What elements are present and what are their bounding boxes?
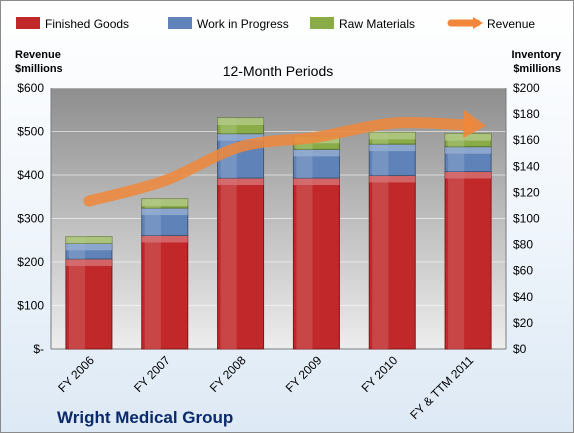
bar-raw-materials-1 <box>141 198 189 209</box>
bar-finished-goods-cap-4 <box>369 175 416 183</box>
bar-raw-materials-cap-4 <box>369 132 416 140</box>
bar-finished-goods-highlight-4 <box>372 175 389 349</box>
bar-raw-materials-4 <box>368 131 416 145</box>
bar-work-in-progress-cap-1 <box>141 208 188 216</box>
left-tick-label-3: $300 <box>17 212 44 226</box>
legend-item-work-in-progress: Work in Progress <box>168 17 289 31</box>
x-tick-label-2: FY 2008 <box>207 353 249 395</box>
legend: Finished Goods Work in Progress Raw Mate… <box>16 17 535 31</box>
bar-finished-goods-4 <box>368 174 416 350</box>
bar-finished-goods-5 <box>444 171 492 350</box>
right-tick-label-10: $200 <box>513 81 540 95</box>
bar-work-in-progress-cap-5 <box>445 146 492 154</box>
right-tick-label-0: $0 <box>513 342 527 356</box>
bar-raw-materials-cap-0 <box>65 236 112 244</box>
bar-finished-goods-0 <box>65 258 113 350</box>
legend-item-raw-materials: Raw Materials <box>310 17 415 31</box>
legend-label-revenue: Revenue <box>487 17 535 31</box>
bar-finished-goods-1 <box>141 234 189 350</box>
gridlines <box>50 87 507 350</box>
legend-item-finished-goods: Finished Goods <box>16 17 129 31</box>
right-tick-label-4: $80 <box>513 238 533 252</box>
bar-work-in-progress-cap-2 <box>217 133 264 141</box>
legend-label-finished-goods: Finished Goods <box>45 17 129 31</box>
bar-raw-materials-cap-1 <box>141 198 188 206</box>
left-tick-label-5: $500 <box>17 125 44 139</box>
bar-finished-goods-cap-1 <box>141 235 188 243</box>
right-tick-label-9: $180 <box>513 107 540 121</box>
right-tick-label-6: $120 <box>513 185 540 199</box>
legend-swatch-finished-goods <box>16 17 40 29</box>
right-tick-label-1: $20 <box>513 316 533 330</box>
bar-finished-goods-3 <box>292 177 340 350</box>
left-tick-label-2: $200 <box>17 255 44 269</box>
right-tick-label-7: $140 <box>513 159 540 173</box>
bar-finished-goods-highlight-2 <box>220 178 237 349</box>
legend-item-revenue: Revenue <box>447 17 535 31</box>
revenue-line <box>83 109 487 207</box>
bar-finished-goods-cap-2 <box>217 178 264 186</box>
left-axis-title-line2: $millions <box>15 63 63 75</box>
bar-raw-materials-5 <box>444 133 492 148</box>
right-tick-label-8: $160 <box>513 133 540 147</box>
x-tick-label-1: FY 2007 <box>131 353 173 395</box>
bar-work-in-progress-1 <box>141 207 189 236</box>
revenue-line-arrowhead <box>463 109 487 138</box>
left-tick-label-4: $400 <box>17 168 44 182</box>
right-axis-title-line2: $millions <box>513 63 561 75</box>
bar-work-in-progress-5 <box>444 146 492 173</box>
left-tick-label-6: $600 <box>17 81 44 95</box>
x-tick-label-3: FY 2009 <box>283 353 325 395</box>
bar-work-in-progress-cap-4 <box>369 144 416 152</box>
x-tick-label-5: FY & TTM 2011 <box>407 353 476 422</box>
bar-work-in-progress-0 <box>65 242 113 260</box>
bar-finished-goods-2 <box>217 177 265 350</box>
legend-swatch-work-in-progress <box>168 17 192 29</box>
x-tick-label-0: FY 2006 <box>55 353 97 395</box>
bar-work-in-progress-highlight-4 <box>372 144 389 176</box>
bar-work-in-progress-4 <box>368 143 416 176</box>
revenue-line-path <box>83 117 474 207</box>
bar-raw-materials-0 <box>65 236 113 244</box>
chart-subtitle: 12-Month Periods <box>223 63 334 79</box>
left-tick-label-0: $- <box>33 342 44 356</box>
left-axis-title-line1: Revenue <box>15 49 61 61</box>
right-tick-label-2: $40 <box>513 290 533 304</box>
legend-label-work-in-progress: Work in Progress <box>197 17 289 31</box>
bar-finished-goods-cap-5 <box>445 171 492 179</box>
bar-raw-materials-cap-5 <box>445 133 492 141</box>
left-tick-label-1: $100 <box>17 299 44 313</box>
bar-work-in-progress-highlight-3 <box>296 149 313 179</box>
right-axis-ticks: $0 $20 $40 $60 $80 $100 $120 $140 $160 $180 $200 <box>513 81 540 356</box>
bar-work-in-progress-cap-3 <box>293 149 340 157</box>
legend-label-raw-materials: Raw Materials <box>339 17 415 31</box>
company-name: Wright Medical Group <box>57 408 233 427</box>
bar-finished-goods-cap-3 <box>293 178 340 186</box>
bars <box>65 117 492 350</box>
legend-swatch-raw-materials <box>310 17 334 29</box>
left-axis-ticks: $- $100 $200 $300 $400 $500 $600 <box>17 81 44 356</box>
right-tick-label-3: $60 <box>513 264 533 278</box>
bar-work-in-progress-3 <box>292 148 340 179</box>
bar-finished-goods-highlight-3 <box>296 178 313 349</box>
bar-raw-materials-cap-2 <box>217 118 264 126</box>
bar-work-in-progress-cap-0 <box>65 243 112 251</box>
x-tick-label-4: FY 2010 <box>359 353 401 395</box>
bar-finished-goods-highlight-1 <box>144 235 161 349</box>
bar-finished-goods-cap-0 <box>65 258 112 266</box>
right-axis-title-line1: Inventory <box>511 49 561 61</box>
bar-finished-goods-highlight-0 <box>68 258 86 349</box>
bar-finished-goods-highlight-5 <box>448 171 465 349</box>
legend-arrow-revenue <box>473 17 483 29</box>
right-tick-label-5: $100 <box>513 212 540 226</box>
bar-raw-materials-2 <box>217 117 265 135</box>
